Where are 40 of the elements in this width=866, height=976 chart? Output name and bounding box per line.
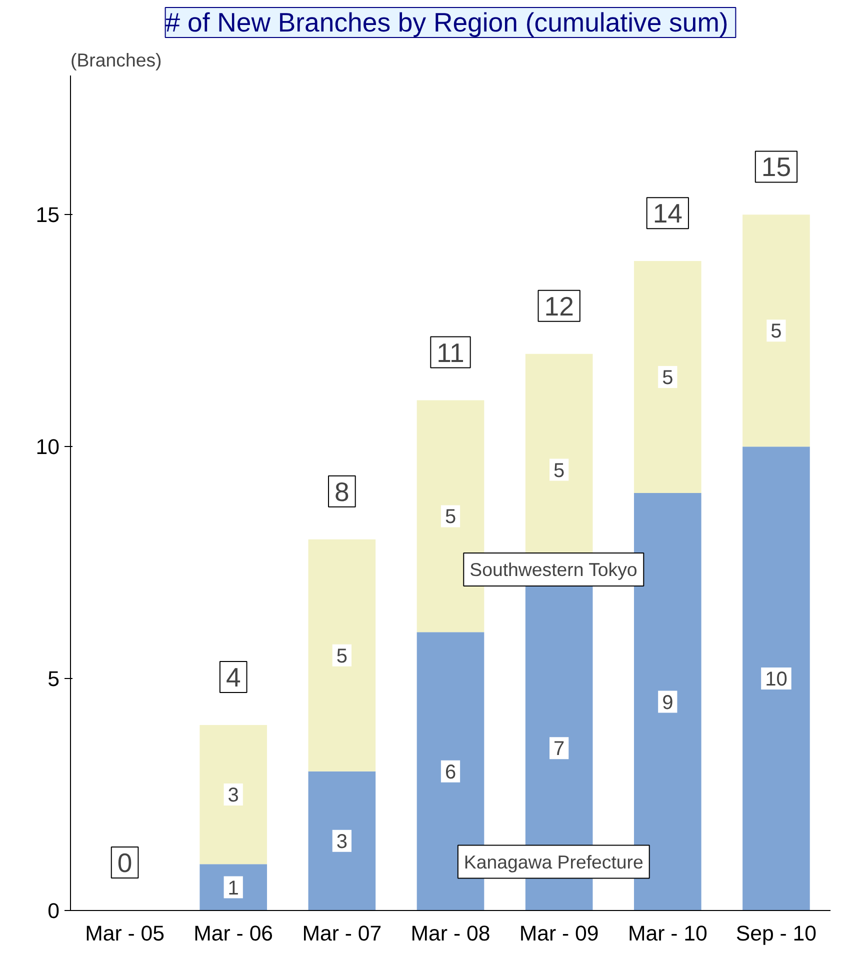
bar — [742, 214, 810, 447]
x-tick-label: Mar - 07 — [302, 922, 382, 946]
x-tick-label: Sep - 10 — [736, 922, 817, 946]
y-axis-title: (Branches) — [70, 50, 162, 70]
total-label: 8 — [334, 476, 350, 507]
data-label: 5 — [444, 506, 456, 528]
data-label: 10 — [765, 668, 788, 691]
data-label: 5 — [770, 320, 782, 343]
bar — [200, 864, 268, 910]
y-tick-label: 5 — [48, 667, 60, 692]
data-label: 6 — [444, 761, 456, 784]
data-label: 1 — [228, 877, 239, 900]
data-label: 9 — [662, 692, 674, 714]
x-tick-label: Mar - 08 — [410, 922, 490, 946]
data-label: 7 — [554, 738, 565, 760]
data-label: 3 — [336, 830, 348, 853]
total-label: 11 — [436, 338, 464, 368]
series-label: Kanagawa Prefecture — [464, 851, 644, 872]
series-label: Southwestern Tokyo — [470, 559, 638, 580]
x-tick-label: Mar - 05 — [85, 922, 165, 946]
x-tick-label: Mar - 06 — [194, 922, 274, 946]
x-tick-label: Mar - 09 — [519, 922, 599, 946]
data-label: 5 — [336, 645, 348, 668]
data-label: 3 — [228, 784, 239, 807]
total-label: 14 — [652, 198, 683, 229]
total-label: 12 — [544, 291, 574, 322]
total-label: 0 — [117, 848, 132, 878]
data-label: 5 — [554, 460, 565, 482]
y-tick-label: 0 — [48, 899, 60, 923]
total-label: 4 — [226, 662, 241, 692]
x-tick-label: Mar - 10 — [628, 922, 708, 946]
y-tick-label: 15 — [36, 203, 60, 228]
bar — [634, 261, 702, 493]
bar — [308, 771, 376, 910]
data-label: 5 — [662, 367, 674, 390]
y-tick-label: 10 — [36, 435, 60, 460]
total-label: 15 — [761, 152, 792, 182]
bar — [308, 539, 376, 772]
bar — [742, 446, 810, 910]
bar — [200, 724, 268, 864]
